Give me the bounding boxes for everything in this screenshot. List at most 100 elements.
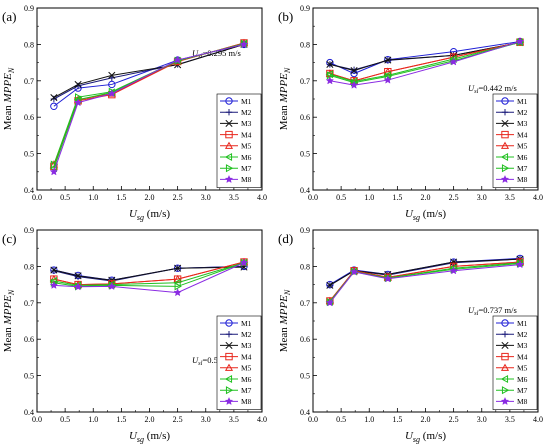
x-tick-label: 0.0	[32, 415, 42, 424]
x-axis-title: Usg (m/s)	[129, 430, 170, 444]
legend-label: M7	[241, 164, 252, 173]
legend-marker	[224, 374, 233, 384]
series-group	[49, 257, 249, 297]
legend-label: M3	[241, 341, 252, 350]
y-tick-label: 0.7	[24, 299, 34, 308]
panel-d: 0.0 0.5 1.0 1.5 2.0 2.5 3.0 3.5 4.0 0.4 0.5 0.6 0.7 0…	[278, 226, 543, 444]
panel-label: (d)	[278, 231, 293, 246]
point-m8	[239, 258, 249, 267]
x-tick-label: 3.5	[229, 415, 239, 424]
x-tick-label: 0.0	[32, 193, 42, 202]
x-tick-label: 2.0	[145, 193, 155, 202]
panel-label: (a)	[2, 9, 16, 24]
series-line-m2	[53, 43, 245, 100]
x-tick-label: 1.5	[392, 193, 402, 202]
series-group	[325, 254, 525, 307]
y-tick-label: 0.6	[24, 113, 34, 122]
legend-marker	[224, 152, 233, 162]
point-m1	[108, 80, 116, 89]
point-m8	[239, 39, 249, 48]
legend-label: M2	[517, 330, 528, 339]
point-m8	[515, 260, 525, 269]
legend-label: M8	[241, 175, 252, 184]
x-tick-label: 1.5	[116, 193, 126, 202]
annotation: Usl=0.737 m/s	[468, 305, 517, 317]
panel-label: (c)	[2, 231, 16, 246]
x-tick-label: 3.5	[505, 193, 515, 202]
legend-marker	[500, 152, 509, 162]
legend-marker	[224, 174, 234, 183]
y-tick-label: 0.9	[24, 226, 34, 235]
legend-box	[492, 315, 538, 410]
point-m3	[174, 264, 182, 272]
legend-marker	[225, 331, 233, 338]
x-tick-label: 2.0	[421, 415, 431, 424]
legend-label: M4	[517, 352, 528, 361]
x-tick-label: 0.0	[308, 415, 318, 424]
legend-label: M1	[241, 319, 252, 328]
legend-label: M5	[517, 142, 528, 151]
legend-label: M6	[517, 153, 528, 162]
annotation: Usl=0.442 m/s	[468, 83, 517, 95]
y-tick-label: 0.6	[300, 335, 310, 344]
series-line-m7	[329, 262, 521, 303]
x-tick-label: 4.0	[533, 193, 543, 202]
y-tick-label: 0.5	[300, 150, 310, 159]
x-tick-label: 4.0	[257, 415, 267, 424]
x-tick-label: 0.5	[336, 415, 346, 424]
series-line-m4	[53, 42, 245, 167]
legend-label: M8	[517, 175, 528, 184]
point-m3	[326, 281, 334, 289]
x-tick-label: 0.5	[60, 415, 70, 424]
point-m3	[350, 67, 358, 75]
legend-label: M7	[517, 164, 528, 173]
y-tick-label: 0.8	[24, 40, 34, 49]
x-tick-label: 3.5	[229, 193, 239, 202]
x-tick-label: 1.0	[88, 415, 98, 424]
point-m5	[173, 274, 182, 283]
point-m8	[325, 298, 335, 307]
legend-marker	[501, 319, 509, 327]
y-axis-title: Mean MPPEN	[278, 289, 292, 352]
point-m8	[107, 281, 117, 291]
y-tick-label: 0.4	[24, 186, 34, 195]
y-tick-label: 0.5	[300, 372, 310, 381]
legend: M1 M2 M3 M4 M5 M6 M7 M8	[492, 315, 538, 410]
point-m8	[449, 266, 458, 275]
series-line-m6	[53, 43, 245, 169]
legend-label: M2	[241, 108, 252, 117]
legend: M1 M2 M3 M4 M5 M6 M7 M8	[216, 315, 262, 410]
point-m3	[450, 258, 458, 266]
point-m8	[173, 55, 182, 64]
legend-label: M8	[241, 397, 252, 406]
legend-marker	[501, 164, 510, 173]
legend-label: M5	[241, 364, 252, 373]
legend-marker	[225, 97, 233, 105]
y-tick-label: 0.7	[300, 77, 310, 86]
panel-label: (b)	[278, 9, 293, 24]
legend-label: M1	[517, 97, 528, 106]
legend-marker	[225, 386, 234, 395]
legend-box	[216, 93, 262, 188]
x-tick-label: 0.0	[308, 193, 318, 202]
panel-b: 0.0 0.5 1.0 1.5 2.0 2.5 3.0 3.5 4.0 0.4 0.5 0.6 0.7 0…	[278, 4, 543, 222]
point-m3	[326, 60, 334, 68]
x-tick-label: 4.0	[533, 415, 543, 424]
y-tick-label: 0.6	[300, 113, 310, 122]
legend-marker	[501, 386, 510, 395]
legend-label: M6	[241, 153, 252, 162]
legend-label: M5	[517, 364, 528, 373]
annotation: Usl=0.295 m/s	[192, 48, 241, 60]
legend-marker	[501, 352, 509, 361]
point-m8	[73, 282, 83, 291]
x-tick-label: 4.0	[257, 193, 267, 202]
point-m3	[50, 93, 58, 102]
legend-marker	[500, 396, 510, 405]
legend-marker	[501, 130, 509, 139]
series-group	[49, 38, 249, 176]
legend-marker	[224, 363, 234, 371]
point-m6	[325, 70, 333, 79]
legend-label: M4	[517, 130, 528, 139]
legend-label: M1	[241, 97, 252, 106]
